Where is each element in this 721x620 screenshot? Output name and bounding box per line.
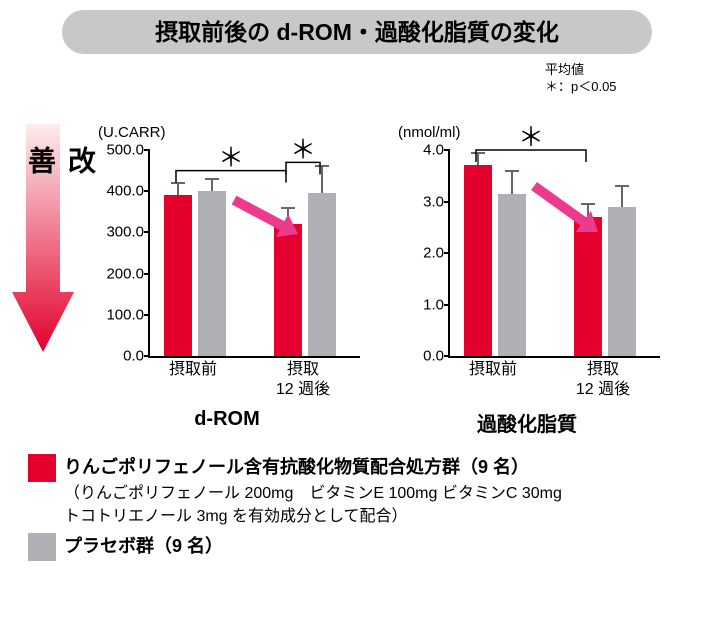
- page: 摂取前後の d-ROM・過酸化脂質の変化 平均値 ＊：p＜0.05 改善 (U.…: [0, 0, 721, 620]
- placebo-swatch-icon: [28, 533, 56, 561]
- legend-treatment: りんごポリフェノール含有抗酸化物質配合処方群（9 名）: [28, 454, 562, 482]
- x-category: 摂取前: [444, 360, 542, 380]
- legend-treatment-sub: （りんごポリフェノール 200mg ビタミンE 100mg ビタミンC 30mg…: [64, 482, 562, 528]
- svg-text:＊: ＊: [518, 122, 544, 152]
- treatment-swatch-icon: [28, 454, 56, 482]
- legend-placebo-label: プラセボ群（9 名）: [64, 536, 223, 556]
- chart-subtitle: 過酸化脂質: [388, 408, 666, 437]
- x-category: 摂取12 週後: [254, 360, 352, 400]
- stats-note: 平均値 ＊：p＜0.05: [545, 62, 617, 96]
- svg-text:＊: ＊: [290, 134, 316, 164]
- chart-title: 摂取前後の d-ROM・過酸化脂質の変化: [62, 10, 652, 54]
- chart-subtitle: d-ROM: [88, 408, 366, 431]
- svg-text:＊: ＊: [218, 143, 244, 173]
- note-mean: 平均値: [545, 62, 617, 79]
- legend: りんごポリフェノール含有抗酸化物質配合処方群（9 名） （りんごポリフェノール …: [28, 454, 562, 561]
- legend-treatment-label: りんごポリフェノール含有抗酸化物質配合処方群（9 名）: [64, 457, 529, 477]
- x-category: 摂取前: [144, 360, 242, 380]
- legend-placebo: プラセボ群（9 名）: [28, 533, 562, 561]
- note-p: ＊：p＜0.05: [545, 79, 617, 96]
- x-category: 摂取12 週後: [554, 360, 652, 400]
- charts-area: (U.CARR)0.0100.0200.0300.0400.0500.0摂取前摂…: [88, 106, 708, 404]
